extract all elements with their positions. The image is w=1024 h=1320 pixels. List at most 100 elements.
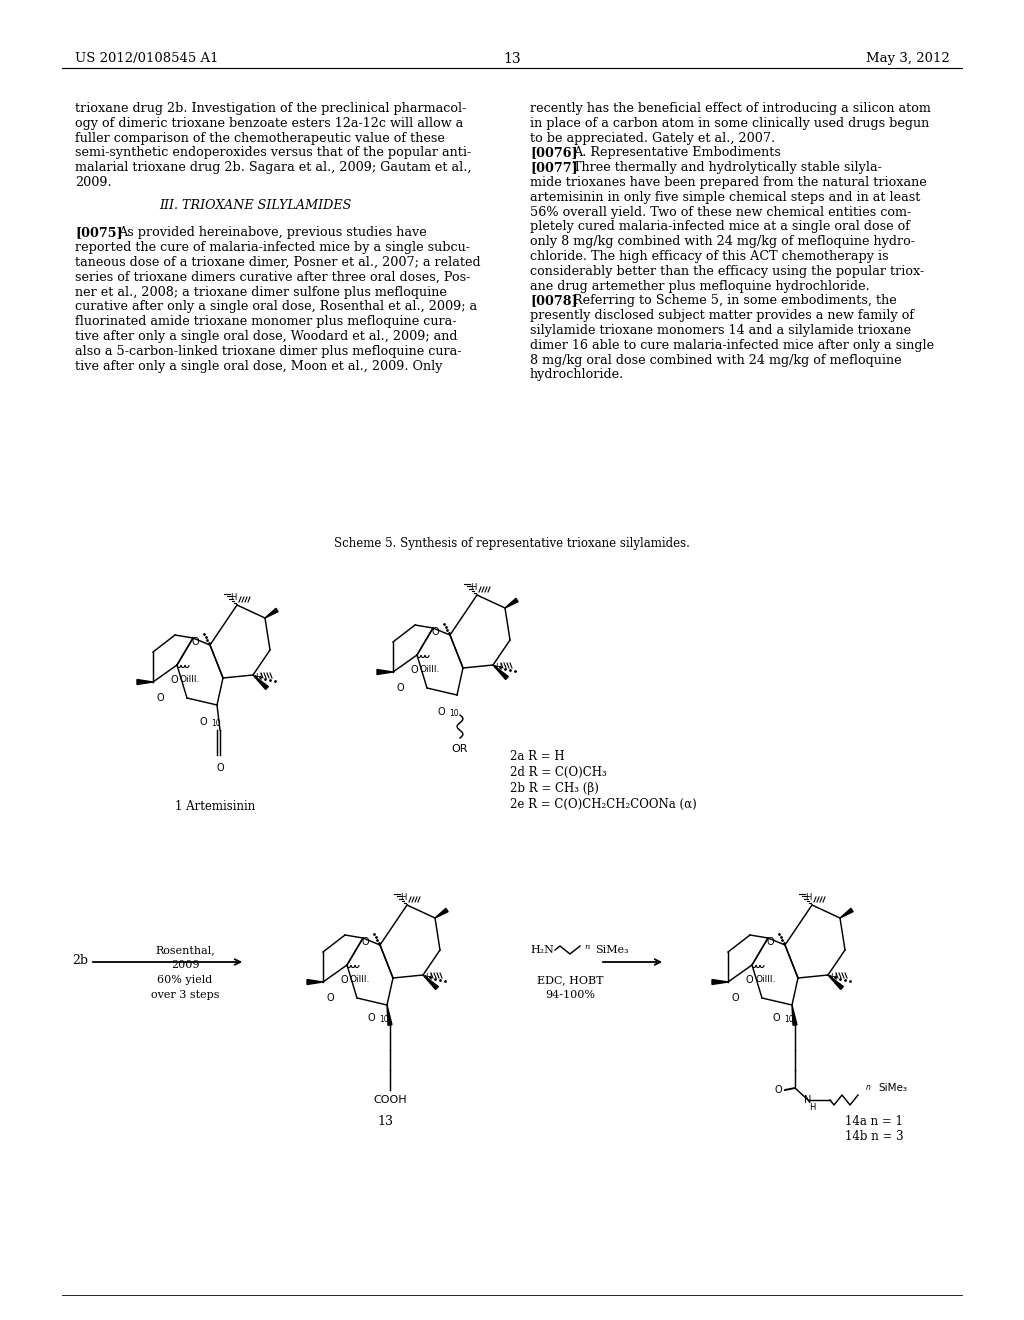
- Text: n: n: [865, 1084, 870, 1093]
- Text: also a 5-carbon-linked trioxane dimer plus mefloquine cura-: also a 5-carbon-linked trioxane dimer pl…: [75, 345, 462, 358]
- Polygon shape: [828, 975, 844, 990]
- Text: 60% yield: 60% yield: [158, 975, 213, 985]
- Text: trioxane drug 2b. Investigation of the preclinical pharmacol-: trioxane drug 2b. Investigation of the p…: [75, 102, 466, 115]
- Text: COOH: COOH: [373, 1096, 407, 1105]
- Text: O: O: [157, 693, 164, 704]
- Polygon shape: [423, 975, 438, 990]
- Text: H: H: [255, 673, 261, 682]
- Text: Rosenthal,: Rosenthal,: [155, 945, 215, 954]
- Text: mide trioxanes have been prepared from the natural trioxane: mide trioxanes have been prepared from t…: [530, 176, 927, 189]
- Text: n: n: [585, 942, 590, 950]
- Text: 2a R = H: 2a R = H: [510, 750, 564, 763]
- Text: malarial trioxane drug 2b. Sagara et al., 2009; Gautam et al.,: malarial trioxane drug 2b. Sagara et al.…: [75, 161, 471, 174]
- Text: ane drug artemether plus mefloquine hydrochloride.: ane drug artemether plus mefloquine hydr…: [530, 280, 869, 293]
- Text: H: H: [425, 974, 431, 982]
- Text: to be appreciated. Gately et al., 2007.: to be appreciated. Gately et al., 2007.: [530, 132, 775, 145]
- Text: H: H: [229, 594, 237, 602]
- Text: presently disclosed subject matter provides a new family of: presently disclosed subject matter provi…: [530, 309, 914, 322]
- Polygon shape: [307, 979, 323, 985]
- Text: May 3, 2012: May 3, 2012: [866, 51, 950, 65]
- Polygon shape: [377, 669, 393, 675]
- Text: considerably better than the efficacy using the popular triox-: considerably better than the efficacy us…: [530, 265, 925, 277]
- Text: dimer 16 able to cure malaria-infected mice after only a single: dimer 16 able to cure malaria-infected m…: [530, 339, 934, 352]
- Text: ner et al., 2008; a trioxane dimer sulfone plus mefloquine: ner et al., 2008; a trioxane dimer sulfo…: [75, 285, 446, 298]
- Text: taneous dose of a trioxane dimer, Posner et al., 2007; a related: taneous dose of a trioxane dimer, Posner…: [75, 256, 480, 269]
- Text: 10: 10: [784, 1015, 794, 1024]
- Text: O: O: [396, 682, 403, 693]
- Text: 14b n = 3: 14b n = 3: [845, 1130, 903, 1143]
- Text: 1 Artemisinin: 1 Artemisinin: [175, 800, 255, 813]
- Text: series of trioxane dimers curative after three oral doses, Pos-: series of trioxane dimers curative after…: [75, 271, 470, 284]
- Text: Oilll.: Oilll.: [180, 676, 201, 685]
- Text: chloride. The high efficacy of this ACT chemotherapy is: chloride. The high efficacy of this ACT …: [530, 249, 889, 263]
- Text: fuller comparison of the chemotherapeutic value of these: fuller comparison of the chemotherapeuti…: [75, 132, 444, 145]
- Text: 10: 10: [449, 710, 459, 718]
- Text: 56% overall yield. Two of these new chemical entities com-: 56% overall yield. Two of these new chem…: [530, 206, 911, 219]
- Text: silylamide trioxane monomers 14 and a silylamide trioxane: silylamide trioxane monomers 14 and a si…: [530, 323, 911, 337]
- Text: tive after only a single oral dose, Woodard et al., 2009; and: tive after only a single oral dose, Wood…: [75, 330, 458, 343]
- Text: OR: OR: [452, 744, 468, 754]
- Text: Oilll.: Oilll.: [420, 665, 440, 675]
- Text: O: O: [766, 937, 774, 946]
- Text: H: H: [809, 1104, 815, 1113]
- Text: fluorinated amide trioxane monomer plus mefloquine cura-: fluorinated amide trioxane monomer plus …: [75, 315, 457, 329]
- Text: O: O: [774, 1085, 782, 1096]
- Text: O: O: [772, 1012, 780, 1023]
- Text: semi-synthetic endoperoxides versus that of the popular anti-: semi-synthetic endoperoxides versus that…: [75, 147, 471, 160]
- Text: H: H: [470, 583, 476, 593]
- Text: SiMe₃: SiMe₃: [595, 945, 629, 954]
- Text: [0076]: [0076]: [530, 147, 578, 160]
- Text: 2b: 2b: [72, 953, 88, 966]
- Text: III. TRIOXANE SILYLAMIDES: III. TRIOXANE SILYLAMIDES: [159, 199, 351, 213]
- Text: pletely cured malaria-infected mice at a single oral dose of: pletely cured malaria-infected mice at a…: [530, 220, 910, 234]
- Text: 10: 10: [379, 1015, 389, 1024]
- Text: O: O: [745, 975, 753, 985]
- Text: H: H: [399, 894, 407, 903]
- Text: ogy of dimeric trioxane benzoate esters 12a-12c will allow a: ogy of dimeric trioxane benzoate esters …: [75, 116, 463, 129]
- Polygon shape: [792, 1005, 797, 1026]
- Text: 94-100%: 94-100%: [545, 990, 595, 1001]
- Text: 2009: 2009: [171, 960, 200, 970]
- Text: H: H: [805, 894, 811, 903]
- Text: 2b R = CH₃ (β): 2b R = CH₃ (β): [510, 781, 599, 795]
- Text: Oilll.: Oilll.: [350, 975, 371, 985]
- Polygon shape: [253, 675, 268, 689]
- Text: O: O: [200, 717, 207, 727]
- Text: Scheme 5. Synthesis of representative trioxane silylamides.: Scheme 5. Synthesis of representative tr…: [334, 537, 690, 550]
- Text: tive after only a single oral dose, Moon et al., 2009. Only: tive after only a single oral dose, Moon…: [75, 359, 442, 372]
- Text: O: O: [431, 627, 439, 638]
- Text: O: O: [437, 708, 445, 717]
- Text: reported the cure of malaria-infected mice by a single subcu-: reported the cure of malaria-infected mi…: [75, 242, 470, 255]
- Text: N: N: [804, 1096, 812, 1105]
- Text: O: O: [170, 675, 178, 685]
- Text: over 3 steps: over 3 steps: [151, 990, 219, 1001]
- Text: 8 mg/kg oral dose combined with 24 mg/kg of mefloquine: 8 mg/kg oral dose combined with 24 mg/kg…: [530, 354, 901, 367]
- Text: O: O: [368, 1012, 375, 1023]
- Text: 2e R = C(O)CH₂CH₂COONa (α): 2e R = C(O)CH₂CH₂COONa (α): [510, 799, 696, 810]
- Polygon shape: [840, 908, 853, 917]
- Text: hydrochloride.: hydrochloride.: [530, 368, 625, 381]
- Text: in place of a carbon atom in some clinically used drugs begun: in place of a carbon atom in some clinic…: [530, 116, 929, 129]
- Text: 14a n = 1: 14a n = 1: [845, 1115, 903, 1129]
- Text: A. Representative Embodiments: A. Representative Embodiments: [573, 147, 781, 160]
- Polygon shape: [387, 1005, 392, 1026]
- Text: [0075]: [0075]: [75, 226, 123, 239]
- Text: H: H: [495, 664, 501, 672]
- Text: Three thermally and hydrolytically stable silyla-: Three thermally and hydrolytically stabl…: [573, 161, 882, 174]
- Text: O: O: [411, 665, 418, 675]
- Polygon shape: [265, 609, 279, 618]
- Text: SiMe₃: SiMe₃: [878, 1082, 907, 1093]
- Polygon shape: [435, 908, 449, 917]
- Text: US 2012/0108545 A1: US 2012/0108545 A1: [75, 51, 218, 65]
- Text: O: O: [327, 993, 334, 1003]
- Text: EDC, HOBT: EDC, HOBT: [537, 975, 603, 985]
- Text: 13: 13: [377, 1115, 393, 1129]
- Polygon shape: [137, 680, 153, 685]
- Text: recently has the beneficial effect of introducing a silicon atom: recently has the beneficial effect of in…: [530, 102, 931, 115]
- Text: curative after only a single oral dose, Rosenthal et al., 2009; a: curative after only a single oral dose, …: [75, 301, 477, 313]
- Polygon shape: [493, 665, 508, 680]
- Text: 2009.: 2009.: [75, 176, 112, 189]
- Text: only 8 mg/kg combined with 24 mg/kg of mefloquine hydro-: only 8 mg/kg combined with 24 mg/kg of m…: [530, 235, 915, 248]
- Text: H: H: [829, 974, 837, 982]
- Text: As provided hereinabove, previous studies have: As provided hereinabove, previous studie…: [118, 226, 427, 239]
